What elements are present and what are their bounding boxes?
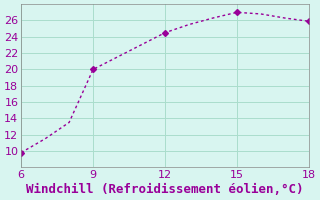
X-axis label: Windchill (Refroidissement éolien,°C): Windchill (Refroidissement éolien,°C): [26, 183, 304, 196]
